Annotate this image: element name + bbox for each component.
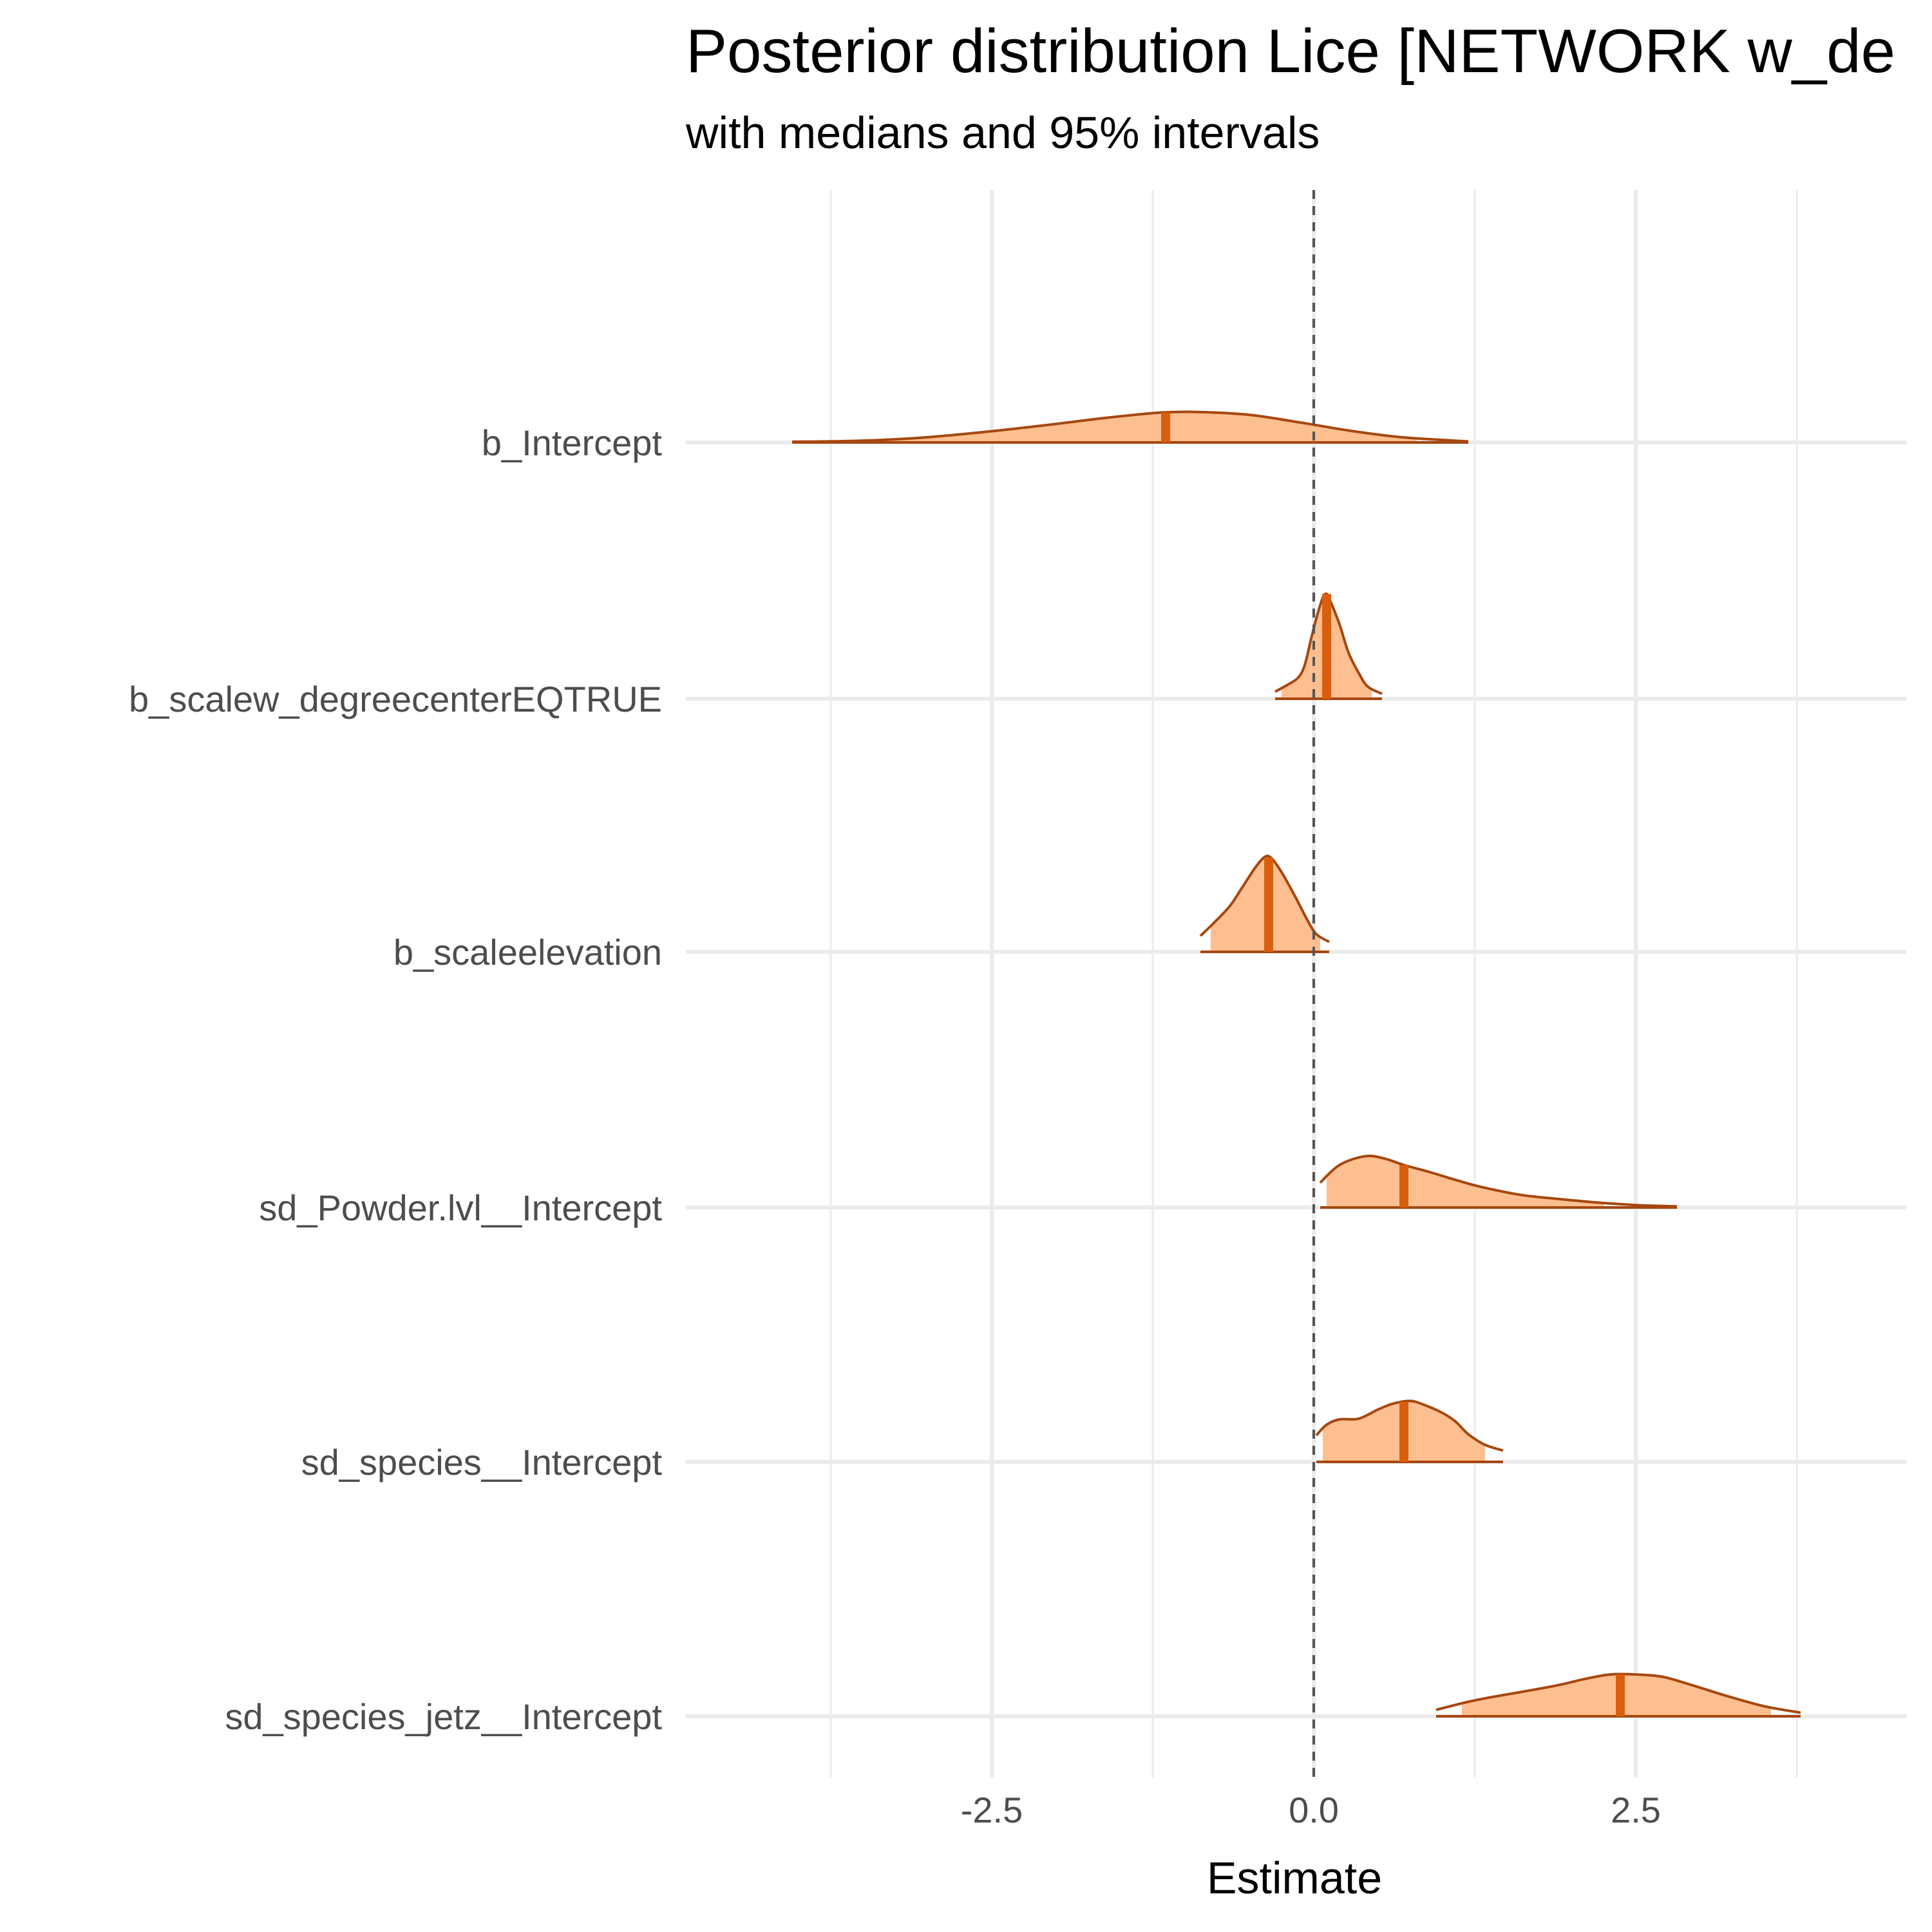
ridge-sd_Powder.lvl__Intercept <box>1319 1154 1678 1209</box>
y-tick-label: b_Intercept <box>482 422 663 463</box>
ridge-density-outline <box>1319 1154 1678 1208</box>
ridge-b_scaleelevation <box>1199 855 1331 953</box>
x-tick-label: 2.5 <box>1611 1790 1661 1830</box>
y-tick-label: sd_species_jetz__Intercept <box>225 1696 662 1737</box>
y-axis-labels: b_Intercept b_scalew_degreecenterEQTRUE b_… <box>129 422 662 1737</box>
ridge-layer <box>791 410 1801 1718</box>
ridge-density-outline <box>1199 855 1331 943</box>
y-tick-label: sd_Powder.lvl__Intercept <box>259 1188 662 1228</box>
y-tick-label: b_scaleelevation <box>393 932 662 972</box>
ridge-sd_species_jetz__Intercept <box>1435 1672 1801 1718</box>
ridge-density-outline <box>1435 1672 1801 1714</box>
x-axis-title: Estimate <box>1207 1853 1382 1903</box>
ridge-b_Intercept <box>791 410 1469 444</box>
x-tick-label: -2.5 <box>961 1790 1023 1830</box>
ridge-density-outline <box>1315 1399 1504 1452</box>
x-tick-label: 0.0 <box>1289 1790 1339 1830</box>
x-axis-tick-labels: -2.5 0.0 2.5 <box>961 1790 1661 1830</box>
ridge-interval-fill <box>1327 1155 1604 1208</box>
ridge-sd_species__Intercept <box>1315 1399 1504 1463</box>
y-tick-label: sd_species__Intercept <box>301 1442 663 1482</box>
y-tick-label: b_scalew_degreecenterEQTRUE <box>129 679 662 719</box>
chart-title: Posterior distribution Lice [NETWORK w_d… <box>686 17 1895 86</box>
chart-subtitle: with medians and 95% intervals <box>685 108 1320 158</box>
ridge-density-outline <box>791 410 1469 443</box>
ridge-b_scalew_degreecenterEQTRUE <box>1274 592 1383 700</box>
